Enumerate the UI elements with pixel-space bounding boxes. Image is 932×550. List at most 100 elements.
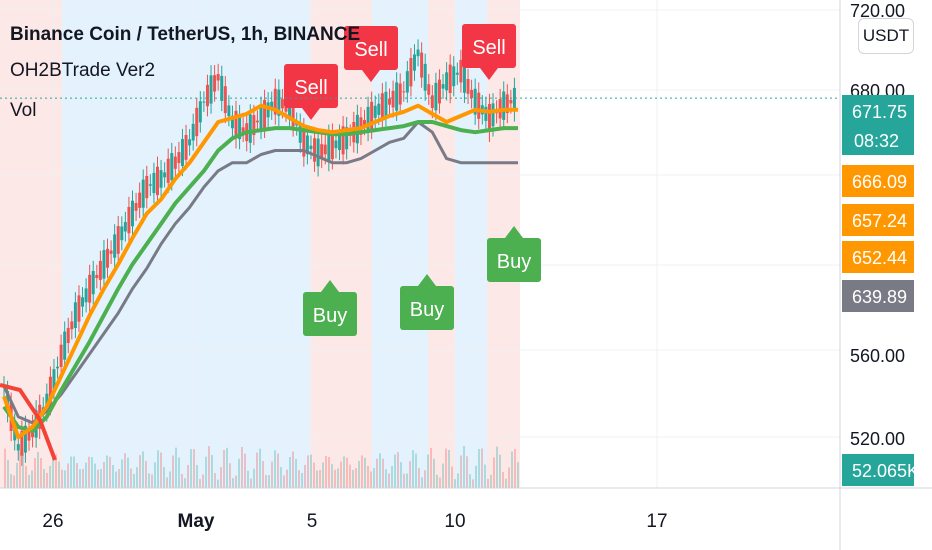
- candle-body: [180, 139, 184, 166]
- volume-bars: [4, 446, 519, 488]
- candle-body: [345, 127, 349, 150]
- volume-bar: [367, 465, 369, 488]
- volume-bar: [106, 455, 108, 488]
- volume-bar: [388, 473, 390, 488]
- x-tick-label: 17: [646, 511, 667, 532]
- volume-bar: [403, 473, 405, 488]
- candle-body: [73, 302, 77, 329]
- fast-line: [2, 103, 518, 440]
- candle-body: [263, 99, 267, 128]
- price-badge-value: 666.09: [852, 172, 907, 192]
- volume-bar: [355, 468, 357, 488]
- candle-body: [48, 376, 52, 406]
- volume-bar: [370, 471, 372, 488]
- volume-bar: [112, 465, 114, 488]
- volume-bar: [4, 448, 6, 488]
- candle-body: [166, 158, 170, 183]
- sell-signal-label: Sell: [462, 24, 516, 80]
- candle-body: [195, 107, 199, 137]
- volume-bar: [31, 470, 33, 488]
- volume-bar: [238, 458, 240, 488]
- volume-bar: [502, 472, 504, 488]
- candle-body: [402, 91, 406, 93]
- volume-bar: [421, 477, 423, 488]
- volume-bar: [310, 454, 312, 488]
- candle-body: [227, 105, 231, 117]
- stop-line: [2, 120, 518, 425]
- candle-body: [202, 101, 206, 103]
- volume-bar: [340, 461, 342, 488]
- buy-signal-box: [400, 286, 454, 330]
- candle-body: [391, 90, 395, 108]
- candle-body: [327, 134, 331, 162]
- price-badge-value: 52.065K: [852, 461, 919, 481]
- volume-bar: [373, 468, 375, 488]
- volume-bar: [448, 450, 450, 488]
- price-badge-bg: [842, 454, 914, 486]
- buy-signal-text: Buy: [497, 251, 531, 273]
- volume-bar: [394, 454, 396, 488]
- sell-signal-label: Sell: [284, 64, 338, 120]
- volume-bar: [190, 449, 192, 488]
- candle-body: [309, 145, 313, 150]
- volume-bar: [10, 474, 12, 488]
- volume-bar: [136, 467, 138, 488]
- volume-bar: [325, 455, 327, 488]
- candle-body: [184, 134, 188, 160]
- candle-body: [63, 331, 67, 360]
- volume-bar: [22, 452, 24, 488]
- candle-body: [445, 72, 449, 91]
- candle-body: [177, 152, 181, 164]
- volume-bar: [283, 475, 285, 488]
- volume-bar: [469, 474, 471, 488]
- volume-bar: [130, 468, 132, 488]
- volume-bar: [514, 448, 516, 488]
- x-tick-label: May: [178, 511, 215, 532]
- sell-signal-text: Sell: [472, 37, 505, 59]
- candle-body: [377, 103, 381, 115]
- candle-body: [91, 271, 95, 295]
- candle-body: [388, 98, 391, 105]
- volume-bar: [43, 469, 45, 488]
- candle-body: [395, 82, 399, 111]
- volume-bar: [202, 474, 204, 488]
- volume-bar: [511, 451, 513, 488]
- buy-signal-pointer: [505, 226, 523, 238]
- volume-bar: [52, 456, 54, 488]
- volume-bar: [418, 468, 420, 488]
- currency-unit-button[interactable]: USDT: [858, 18, 914, 54]
- volume-bar: [199, 478, 201, 488]
- candle-body: [241, 127, 245, 132]
- volume-bar: [391, 465, 393, 488]
- volume-bar: [313, 462, 315, 488]
- volume-bar: [97, 469, 99, 488]
- volume-bar: [7, 459, 9, 488]
- volume-bar: [151, 474, 153, 488]
- sell-signal-label: Sell: [344, 26, 398, 82]
- volume-bar: [460, 455, 462, 488]
- volume-bar: [472, 479, 474, 488]
- downtrend-line: [0, 383, 57, 461]
- volume-bar: [385, 469, 387, 488]
- volume-bar: [346, 457, 348, 488]
- sell-signal-pointer: [302, 108, 320, 120]
- volume-bar: [28, 474, 30, 488]
- candle-body: [484, 106, 488, 121]
- volume-bar: [463, 446, 465, 488]
- volume-bar: [124, 453, 126, 488]
- x-tick-label: 10: [444, 511, 465, 532]
- candle-body: [405, 71, 409, 93]
- candle-body: [209, 75, 213, 104]
- buy-signal-pointer: [321, 280, 339, 292]
- volume-bar: [121, 459, 123, 488]
- sell-signal-text: Sell: [294, 77, 327, 99]
- candle-body: [373, 105, 377, 118]
- volume-bar: [37, 451, 39, 488]
- candle-body: [255, 120, 259, 123]
- volume-bar: [295, 458, 297, 488]
- volume-bar: [241, 446, 243, 488]
- candle-body: [491, 103, 495, 127]
- candle-body: [259, 106, 263, 130]
- candle-body: [316, 138, 320, 167]
